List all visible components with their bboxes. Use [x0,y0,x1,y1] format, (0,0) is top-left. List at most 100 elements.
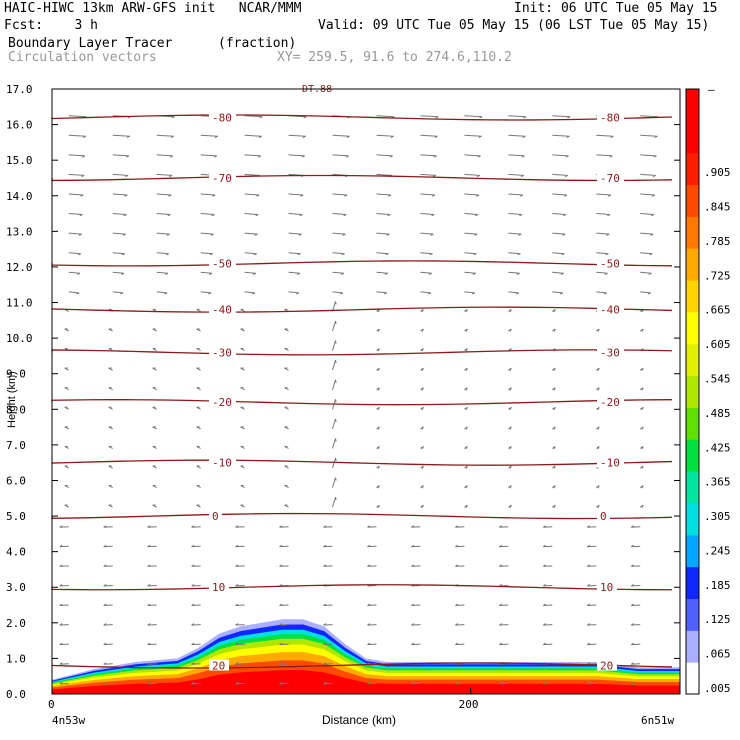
vector-arrow-head [465,328,468,332]
contour-label: -30 [212,346,232,359]
vector-arrow-head [411,642,415,646]
vector-arrow-head [164,292,168,295]
colorbar-swatch [686,439,699,472]
vector-arrow [59,624,69,626]
vector-arrow-head [587,642,591,646]
vector-arrow-head [147,583,151,587]
vector-arrow-head [473,253,477,256]
vector-arrow-head [647,292,651,295]
init-time: Init: 06 UTC Tue 05 May 15 [514,1,718,16]
vector-arrow [279,663,289,665]
vector-arrow-head [59,623,63,626]
vector-arrow [376,134,394,137]
y-tick-label: 11.0 [6,297,33,310]
vector-arrow [376,252,389,255]
vector-arrow-head [300,194,304,197]
vector-arrow-head [335,320,337,325]
valid-time: Valid: 09 UTC Tue 05 May 15 (06 LST Tue … [318,18,710,33]
vector-arrow-head [191,525,195,528]
vector-arrow [631,624,641,626]
vector-arrow [279,624,289,626]
vector-arrow-head [170,135,174,138]
colorbar-swatch [686,343,699,377]
vector-arrow [235,545,245,548]
vector-arrow-head [147,564,151,567]
vector-arrow [596,252,609,255]
vector-arrow-head [553,387,556,391]
contour-label: -80 [212,111,232,124]
colorbar-label: .005 [704,682,731,695]
vector-arrow-head [509,465,512,469]
vector-arrow-head [560,272,564,275]
vector-arrow-head [164,272,169,275]
contour-label-bg [597,111,624,123]
vector-arrow-head [543,525,547,528]
vector-arrow [288,154,305,157]
vector-arrow-head [59,583,63,587]
vector-arrow-head [120,292,124,295]
temperature-contour [51,174,673,182]
colorbar-label: .245 [704,544,731,557]
vector-arrow-head [509,446,512,450]
vector-arrow-head [296,292,300,295]
vector-arrow [68,173,85,176]
vector-arrow-head [59,525,63,528]
vector-arrow-head [377,367,380,372]
vector-arrow-head [509,426,512,430]
vector-arrow-head [543,544,547,548]
vector-arrow [103,565,113,567]
vector-arrow-head [432,194,436,197]
vector-arrow-head [553,485,556,489]
vector-arrow [156,271,168,274]
vector-arrow-head [499,583,503,587]
vector-arrow-head [630,544,635,548]
temperature-contour [51,459,673,466]
vector-arrow [279,526,289,528]
vector-arrow-head [465,309,468,313]
vector-arrow [640,291,651,294]
vector-arrow-head [235,642,239,646]
vector-arrow-head [411,603,415,606]
vector-arrow [640,232,654,235]
vector-arrow-head [421,348,424,352]
vector-arrow-head [323,564,327,567]
y-tick-label: 15.0 [6,154,33,167]
vector-arrow-head [208,292,212,295]
vector-arrow-head [208,272,213,275]
vector-arrow [552,154,569,157]
vector-arrow [587,624,597,626]
vector-arrow [411,624,421,626]
vector-arrow-head [553,465,556,469]
vector-arrow-head [252,272,257,275]
vector-arrow-head [211,214,215,217]
vector-arrow-head [340,292,344,295]
vector-arrow [332,477,336,488]
vector-arrow [59,545,69,548]
vector-arrow-head [641,485,644,489]
vector-arrow [596,271,608,274]
vector-arrow [508,193,523,196]
y-tick-label: 16.0 [6,119,33,132]
vector-arrow [156,232,170,235]
vector-arrow [552,173,568,176]
contour-label-bg [597,456,624,468]
vector-arrow-head [344,194,348,197]
vector-arrow-head [103,662,107,665]
vector-arrow [376,232,390,235]
vector-arrow [376,154,393,157]
vector-arrow [411,643,421,646]
vector-arrow-head [279,525,283,528]
vector-arrow [147,565,157,567]
colorbar-swatch [686,216,699,249]
vector-arrow [631,643,641,646]
vector-arrow-head [553,407,556,411]
vector-arrow-head [335,301,337,305]
vector-arrow-head [76,292,80,295]
vector-arrow [420,271,432,274]
vector-arrow [552,252,565,255]
vector-arrow [543,682,553,685]
vector-arrow [587,682,597,685]
vector-arrow [332,154,349,157]
contour-label: -50 [600,257,620,270]
vector-arrow-head [302,135,306,138]
